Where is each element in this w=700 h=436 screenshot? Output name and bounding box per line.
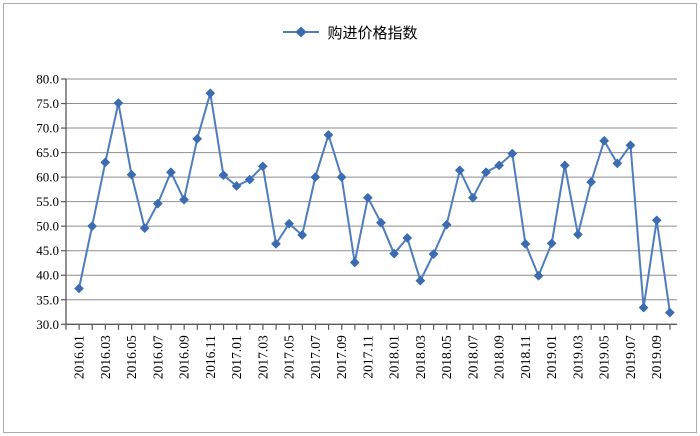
data-point[interactable]: [664, 307, 675, 318]
x-tick-label: 2017.09: [334, 335, 349, 379]
legend[interactable]: 购进价格指数: [0, 22, 700, 42]
x-tick-label: 2016.07: [150, 335, 165, 379]
data-point[interactable]: [179, 194, 189, 205]
x-tick-label: 2019.05: [597, 335, 612, 379]
x-tick-label: 2016.03: [98, 335, 113, 379]
data-point[interactable]: [586, 177, 597, 187]
x-tick-label: 2016.09: [177, 335, 192, 379]
data-point[interactable]: [428, 249, 439, 260]
diamond-marker-icon: [295, 26, 307, 38]
data-point[interactable]: [389, 248, 400, 259]
x-tick-label: 2016.11: [203, 335, 218, 378]
data-point[interactable]: [349, 257, 360, 268]
data-point[interactable]: [205, 88, 216, 99]
x-tick-label: 2018.11: [518, 335, 533, 378]
data-point[interactable]: [113, 98, 124, 108]
x-tick-label: 2018.09: [492, 335, 507, 379]
legend-label: 购进价格指数: [327, 25, 418, 42]
x-tick-label: 2019.01: [544, 335, 559, 379]
data-point[interactable]: [257, 161, 268, 172]
x-tick-label: 2018.01: [387, 335, 402, 379]
legend-swatch: [283, 26, 320, 38]
data-point[interactable]: [87, 221, 98, 232]
y-tick-label: 30.0: [36, 317, 59, 332]
y-tick-label: 65.0: [36, 145, 59, 160]
data-point[interactable]: [481, 167, 491, 178]
data-point[interactable]: [533, 270, 544, 281]
data-point[interactable]: [152, 198, 163, 209]
x-tick-label: 2017.01: [229, 335, 244, 379]
x-tick-label: 2016.05: [124, 335, 139, 379]
data-point[interactable]: [323, 129, 334, 140]
data-point[interactable]: [441, 219, 452, 230]
y-tick-label: 35.0: [36, 292, 59, 307]
x-tick-label: 2019.07: [623, 335, 638, 379]
data-point[interactable]: [520, 238, 531, 249]
data-point[interactable]: [126, 169, 137, 180]
y-tick-label: 40.0: [36, 268, 59, 283]
data-point[interactable]: [559, 160, 570, 171]
y-tick-label: 55.0: [36, 194, 59, 209]
x-tick-label: 2017.05: [282, 335, 297, 379]
x-tick-label: 2017.03: [255, 335, 270, 379]
data-point[interactable]: [494, 160, 505, 171]
data-point[interactable]: [572, 229, 583, 240]
x-tick-label: 2019.03: [570, 335, 585, 379]
x-tick-label: 2019.09: [649, 335, 664, 379]
y-tick-label: 80.0: [36, 72, 59, 87]
data-point[interactable]: [165, 167, 176, 178]
data-point[interactable]: [454, 165, 465, 176]
data-point[interactable]: [402, 233, 413, 243]
x-tick-label: 2016.01: [72, 335, 87, 379]
y-tick-label: 75.0: [36, 96, 59, 111]
x-tick-label: 2017.07: [308, 335, 323, 379]
data-point[interactable]: [218, 170, 229, 181]
data-point[interactable]: [336, 172, 347, 183]
data-point[interactable]: [192, 133, 203, 144]
data-point[interactable]: [638, 302, 649, 313]
series-line[interactable]: [78, 92, 671, 314]
data-point[interactable]: [139, 223, 150, 234]
data-point[interactable]: [467, 192, 478, 203]
data-point[interactable]: [415, 275, 426, 286]
y-tick-label: 60.0: [36, 170, 59, 185]
x-tick-label: 2017.11: [360, 335, 375, 378]
data-point[interactable]: [651, 215, 662, 226]
data-point[interactable]: [297, 230, 308, 240]
x-tick-label: 2018.05: [439, 335, 454, 379]
data-point[interactable]: [244, 174, 255, 185]
data-point[interactable]: [74, 283, 84, 294]
data-point[interactable]: [100, 157, 111, 168]
data-point[interactable]: [376, 217, 386, 228]
x-tick-label: 2018.07: [465, 335, 480, 379]
data-point[interactable]: [231, 180, 242, 191]
data-point[interactable]: [507, 148, 518, 159]
data-point[interactable]: [284, 218, 295, 229]
data-point[interactable]: [546, 238, 557, 249]
data-point[interactable]: [612, 158, 623, 169]
y-tick-label: 70.0: [36, 121, 59, 136]
data-point[interactable]: [625, 140, 636, 151]
data-point[interactable]: [599, 135, 610, 146]
y-tick-label: 50.0: [36, 219, 59, 234]
x-tick-label: 2018.03: [413, 335, 428, 379]
data-point[interactable]: [362, 192, 373, 203]
data-point[interactable]: [310, 172, 321, 183]
data-point[interactable]: [270, 238, 281, 249]
y-tick-label: 45.0: [36, 243, 59, 258]
